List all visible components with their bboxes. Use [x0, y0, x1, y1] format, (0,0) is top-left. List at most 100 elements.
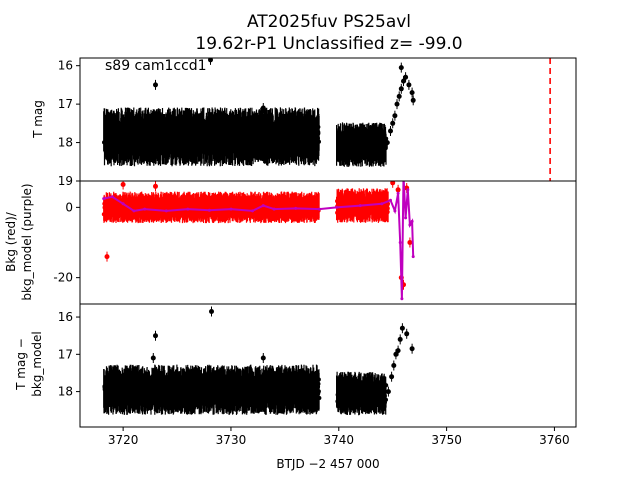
middle-band-0-point: [166, 200, 171, 205]
bottom-band-0-point: [120, 395, 125, 400]
top-band-0-point: [106, 124, 111, 128]
bottom-band-0-point: [164, 391, 169, 396]
bottom-band-0-point: [212, 387, 217, 392]
top-band-0-point: [266, 128, 271, 132]
top-band-0-point: [312, 136, 317, 141]
top-series-rise: [384, 72, 416, 148]
middle-band-0-point: [299, 204, 303, 209]
bottom-band-0-point: [245, 393, 250, 397]
bottom-band-0-point: [255, 390, 260, 395]
middle-band-0-point: [268, 201, 273, 206]
bottom-band-0-point: [302, 393, 307, 398]
top-band-0-point: [262, 128, 267, 133]
middle-band-1-point: [342, 196, 347, 201]
bottom-band-0-point: [314, 398, 319, 403]
bottom-band-0-point: [225, 390, 230, 395]
middle-band-0-point: [251, 199, 256, 204]
panel-middle: -20 0: [53, 174, 577, 305]
bottom-band-1-point: [347, 387, 351, 392]
top-band-1-point: [352, 137, 357, 142]
top-rise-point-3: [392, 113, 398, 119]
top-band-0-point: [263, 122, 268, 127]
top-rise-point-10: [409, 90, 415, 96]
middle-band-0-point: [117, 211, 122, 215]
bottom-band-0-point: [140, 392, 145, 397]
middle-band-1-point: [385, 209, 390, 213]
bottom-band-0-point: [137, 398, 142, 403]
middle-band-0-point: [195, 202, 200, 207]
middle-band-0-point: [174, 199, 179, 204]
top-band-0-point: [308, 121, 313, 126]
top-band-1-point: [342, 138, 347, 143]
top-rise-point-9: [406, 82, 412, 88]
top-band-0-point: [276, 146, 281, 151]
middle-band-0-point: [214, 210, 219, 215]
middle-bkg-red-extra-point-1: [120, 182, 126, 187]
bottom-band-0-point: [198, 379, 203, 384]
middle-band-0-point: [146, 211, 151, 216]
top-band-1-point: [362, 151, 366, 156]
bottom-band-1-point: [344, 385, 349, 390]
top-band-0-point: [269, 130, 274, 135]
bottom-band-1-point: [344, 400, 349, 405]
top-band-0-point: [283, 143, 288, 148]
middle-band-0-point: [130, 202, 134, 207]
top-outliers-point-1: [208, 58, 213, 63]
top-band-0-point: [233, 134, 237, 139]
top-band-0-point: [143, 129, 148, 133]
middle-band-1-point: [372, 199, 377, 203]
top-ytick-label: 19: [58, 174, 73, 188]
bottom-band-0-point: [252, 381, 256, 386]
top-band-0-point: [296, 140, 301, 145]
top-band-0-point: [302, 134, 307, 139]
bottom-band-0-point: [279, 387, 284, 392]
middle-bkg-red-extra-point-4: [395, 187, 401, 193]
bottom-band-0-point: [222, 383, 227, 388]
top-band-0-point: [124, 137, 129, 142]
top-band-0-point: [130, 146, 135, 151]
top-series-outliers: [153, 58, 404, 121]
top-band-0-point: [122, 126, 127, 131]
top-rise-point-7: [401, 78, 406, 84]
top-band-0-point: [143, 132, 147, 137]
middle-bkg-model-point-19: [396, 191, 400, 195]
bottom-band-0-point: [203, 385, 208, 390]
top-band-0-point: [179, 141, 184, 146]
bottom-band-0-point: [216, 382, 221, 387]
top-band-0-point: [195, 143, 200, 148]
middle-band-1-point: [366, 198, 371, 203]
middle-band-1-point: [381, 207, 385, 212]
top-band-0-point: [295, 137, 300, 142]
bottom-axes-frame: [79, 303, 577, 428]
middle-band-0-point: [223, 201, 228, 206]
middle-band-0-point: [245, 201, 250, 206]
middle-bkg-model-point-22: [402, 174, 405, 177]
middle-band-0-point: [299, 201, 303, 206]
middle-bkg-model-point-23: [404, 216, 408, 220]
middle-band-1-point: [385, 203, 390, 207]
bottom-outliers-point-1: [209, 309, 214, 314]
top-band-0-point: [257, 123, 262, 128]
bottom-band-0-point: [185, 382, 190, 387]
bottom-band-0-point: [153, 398, 158, 403]
middle-band-0-point: [239, 211, 244, 216]
middle-bkg-model-point-0: [102, 197, 106, 201]
top-band-1-point: [348, 139, 353, 144]
bottom-band-0-point: [201, 393, 206, 398]
top-band-0-point: [170, 123, 175, 128]
middle-band-0-point: [275, 209, 280, 214]
middle-band-0-point: [219, 198, 224, 203]
middle-band-0-point: [202, 199, 207, 203]
middle-band-0-point: [314, 200, 319, 205]
top-band-0-point: [264, 135, 269, 139]
top-band-1-point: [372, 148, 377, 153]
top-band-0-point: [133, 135, 138, 140]
middle-bkg-model-point-12: [294, 206, 298, 210]
bottom-band-0-point: [201, 381, 206, 386]
top-band-0-point: [198, 140, 203, 145]
top-band-0-point: [137, 133, 142, 138]
middle-band-0-point: [231, 201, 236, 206]
bottom-band-0-point: [180, 378, 185, 383]
bottom-band-1-point: [358, 400, 363, 404]
top-band-0-point: [267, 139, 272, 144]
